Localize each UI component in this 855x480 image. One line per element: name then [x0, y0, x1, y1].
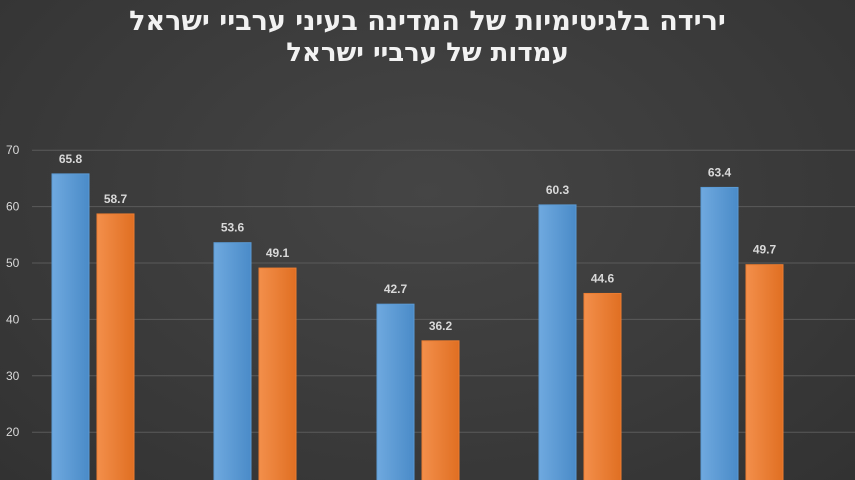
bar-series-2 — [96, 213, 135, 480]
y-tick-label: 50 — [6, 256, 20, 270]
data-label: 53.6 — [221, 221, 245, 235]
chart-subtitle: עמדות של ערביי ישראל — [286, 38, 569, 68]
data-label: 60.3 — [546, 183, 570, 197]
bar-series-1 — [213, 242, 252, 480]
data-label: 44.6 — [591, 271, 615, 285]
data-label: 49.7 — [753, 243, 777, 257]
data-label: 58.7 — [104, 192, 128, 206]
bar-series-1 — [538, 204, 577, 480]
bar-series-2 — [258, 267, 297, 480]
data-label: 63.4 — [708, 165, 732, 179]
y-tick-label: 30 — [6, 369, 20, 383]
data-label: 49.1 — [266, 246, 290, 260]
y-tick-label: 60 — [6, 200, 20, 214]
data-label: 36.2 — [429, 319, 453, 333]
data-label: 65.8 — [59, 152, 83, 166]
data-label: 42.7 — [384, 282, 408, 296]
chart-title-block: ירידה בלגיטימיות של המדינה בעיני ערביי י… — [0, 6, 855, 68]
bar-series-2 — [583, 292, 622, 480]
y-tick-label: 20 — [6, 425, 20, 439]
y-tick-label: 40 — [6, 312, 20, 326]
bar-series-1 — [51, 173, 90, 480]
bar-series-1 — [376, 303, 415, 480]
bar-series-2 — [745, 264, 784, 480]
bar-series-2 — [421, 340, 460, 480]
chart-title: ירידה בלגיטימיות של המדינה בעיני ערביי י… — [129, 6, 726, 37]
y-tick-label: 70 — [6, 143, 20, 157]
bar-series-1 — [700, 186, 739, 480]
